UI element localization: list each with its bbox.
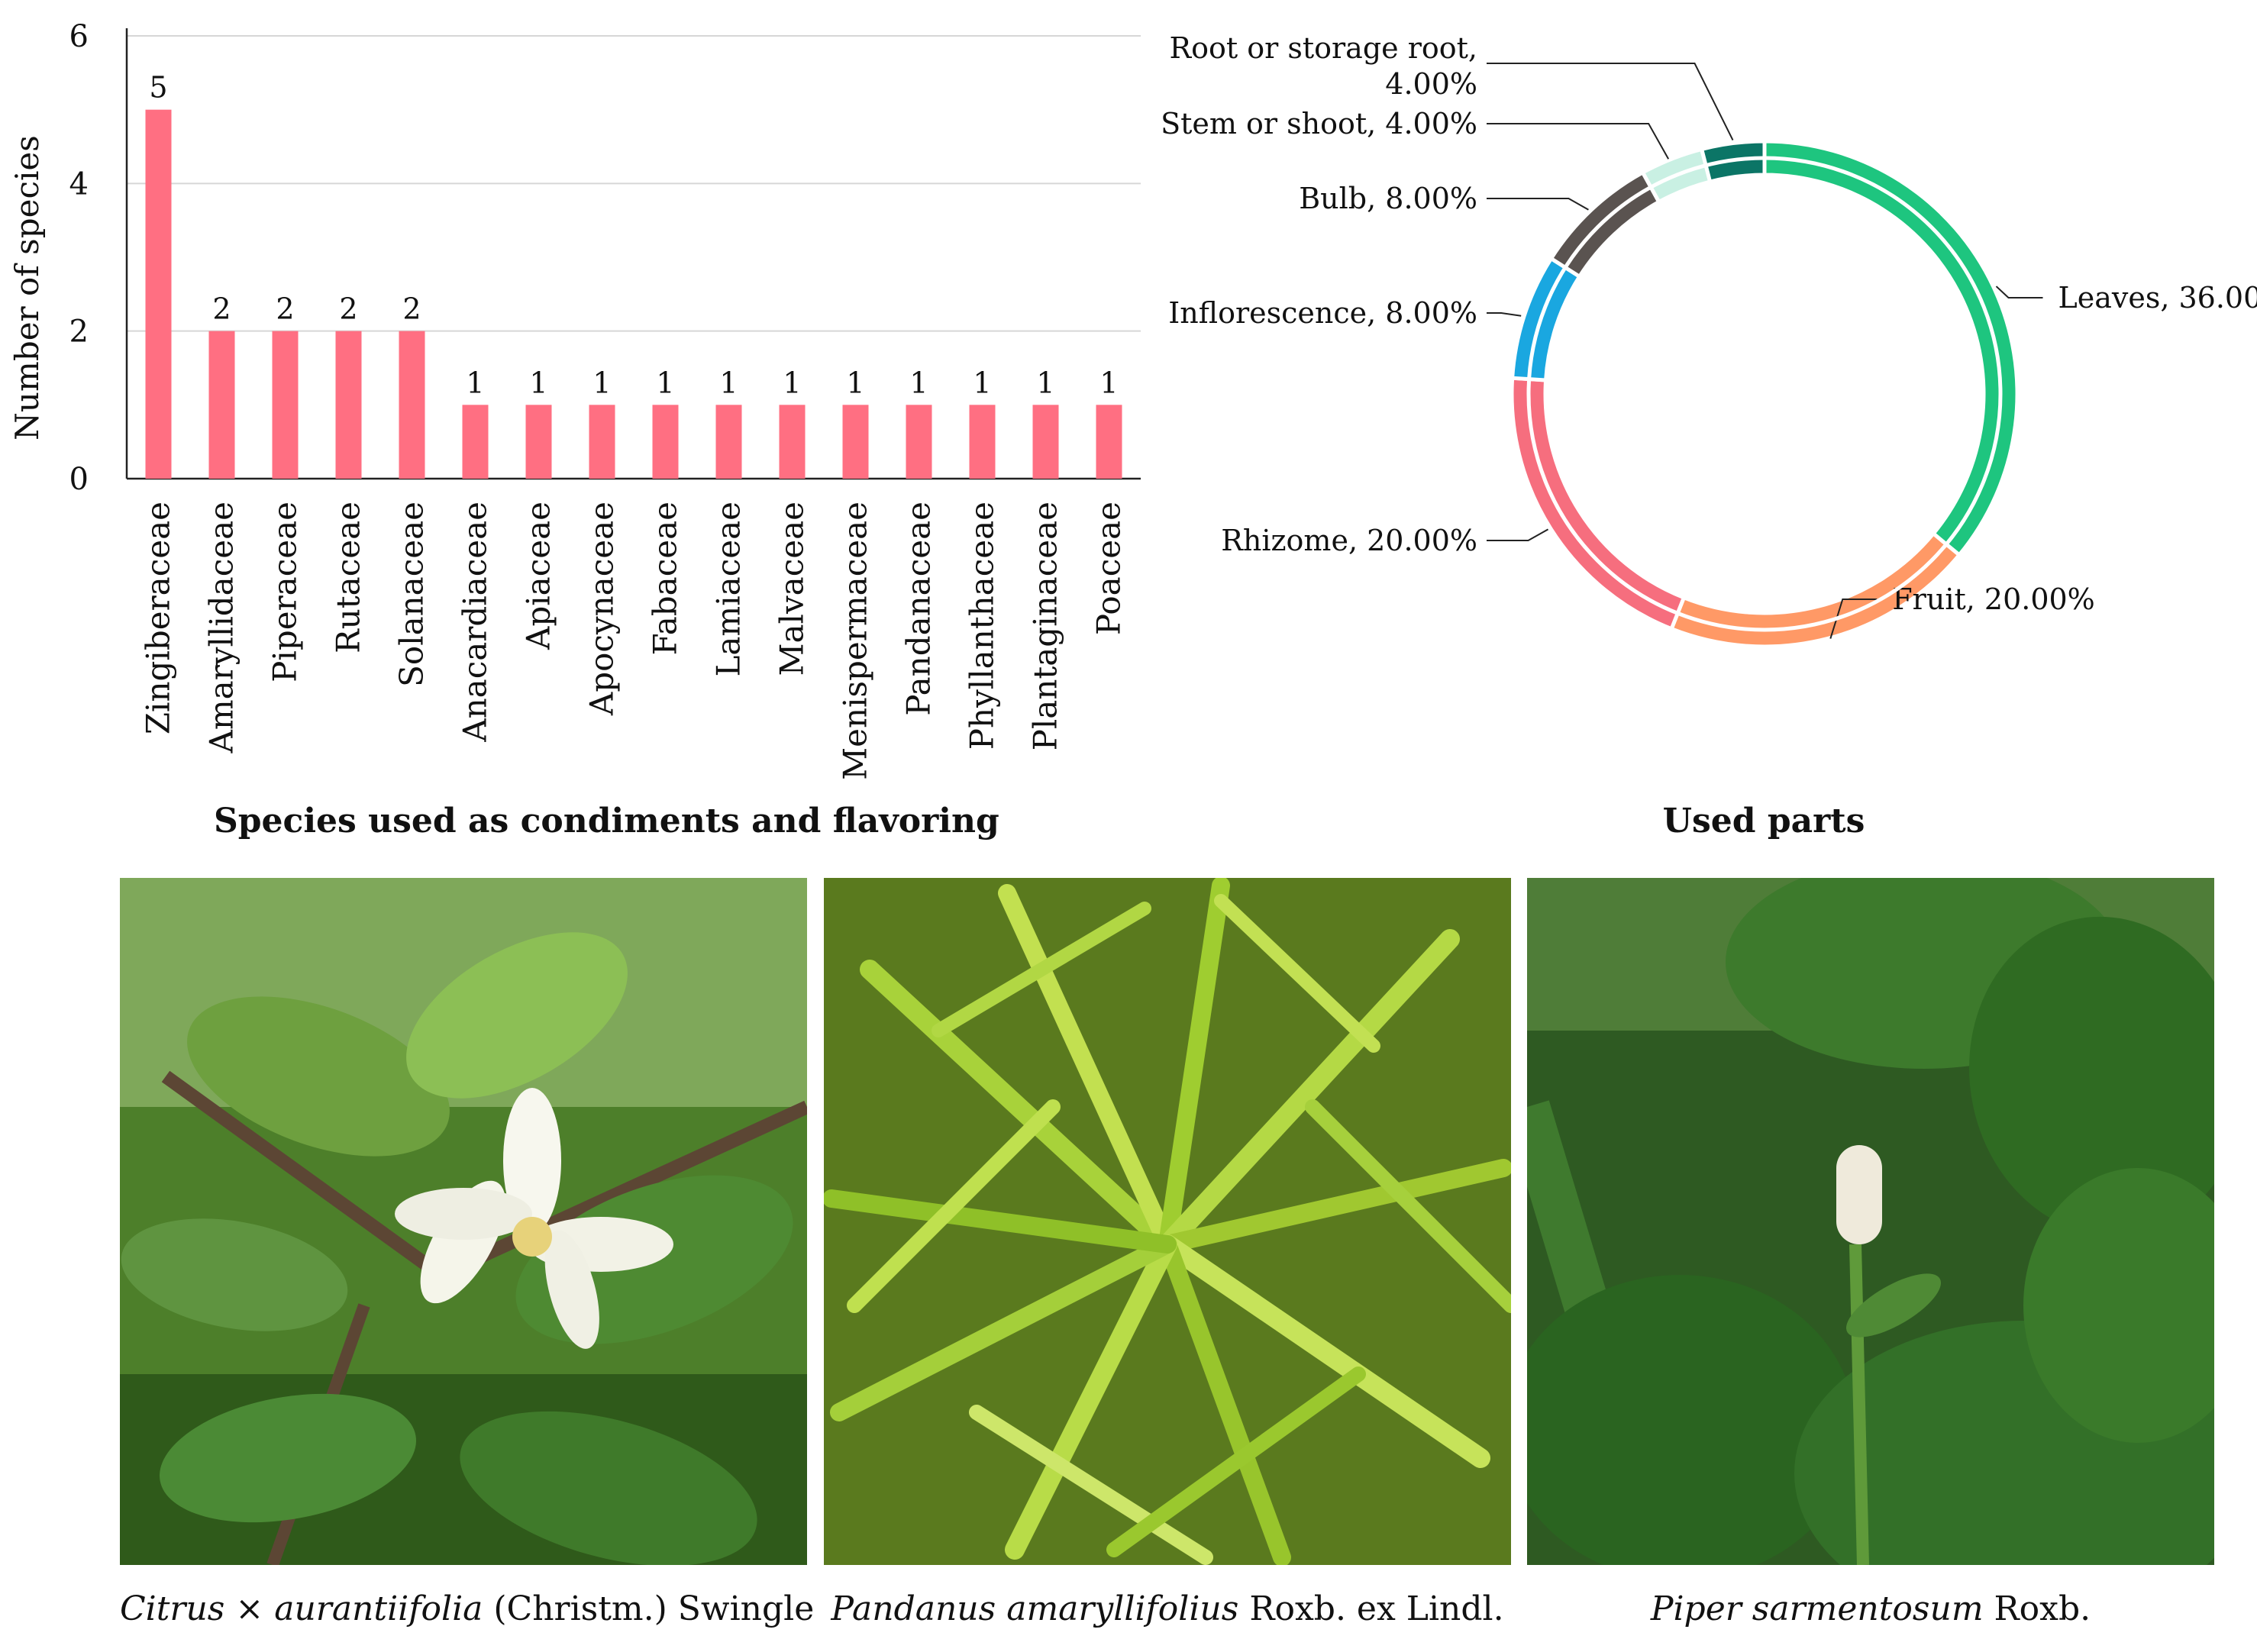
- leader-line: [1829, 599, 1878, 639]
- caption-authority: (Christm.) Swingle: [483, 1589, 815, 1628]
- donut-slice: [1640, 147, 1713, 205]
- y-tick-label: 6: [69, 19, 89, 54]
- donut-slice: [1510, 376, 1687, 632]
- bar: [906, 405, 932, 479]
- data-label: 1: [466, 366, 484, 399]
- bar: [208, 331, 235, 479]
- leader-line: [1487, 123, 1670, 160]
- photo-caption-citrus: Citrus × aurantiifolia (Christm.) Swingl…: [120, 1589, 814, 1628]
- x-tick-label: Pandanaceae: [900, 502, 938, 716]
- data-label: 1: [1036, 366, 1054, 399]
- x-tick-label: Plantaginaceae: [1027, 502, 1064, 750]
- bar: [399, 331, 425, 479]
- x-tick-label: Apocynaceae: [583, 502, 621, 716]
- slice-label: Inflorescence, 8.00%: [1168, 296, 1477, 330]
- x-tick-label: Malvaceae: [773, 502, 811, 676]
- caption-authority: Roxb. ex Lindl.: [1238, 1589, 1504, 1628]
- leader-line: [1487, 528, 1549, 541]
- photo-caption-pandanus: Pandanus amaryllifolius Roxb. ex Lindl.: [824, 1589, 1511, 1628]
- photo-pandanus: [824, 878, 1511, 1565]
- photo-citrus: [120, 878, 807, 1565]
- data-label: 1: [529, 366, 547, 399]
- slice-label: Rhizome, 20.00%: [1221, 524, 1477, 557]
- donut-slice: [1548, 169, 1662, 279]
- bar: [1032, 405, 1059, 479]
- leader-line: [1487, 198, 1589, 211]
- slice-label: Fruit, 20.00%: [1892, 582, 2094, 616]
- data-label: 2: [339, 292, 357, 326]
- bar: [272, 331, 299, 479]
- x-tick-label: Lamiaceae: [710, 502, 747, 677]
- donut-slice: [1668, 531, 1962, 649]
- photo-piper: [1527, 878, 2214, 1565]
- bar: [842, 405, 869, 479]
- x-tick-label: Apiaceae: [520, 502, 557, 650]
- leader-line: [1995, 286, 2043, 298]
- leader-line: [1487, 312, 1522, 317]
- donut-slice: [1762, 139, 2020, 558]
- x-tick-label: Amaryllidaceae: [203, 502, 241, 754]
- donut-slice: [1510, 256, 1583, 382]
- bar: [969, 405, 996, 479]
- caption-hybrid-sign: ×: [224, 1589, 275, 1628]
- bar: [145, 109, 172, 479]
- data-label: 1: [1099, 366, 1118, 399]
- leader-line: [1487, 63, 1734, 141]
- slice-label-line2: 4.00%: [1385, 67, 1477, 101]
- bar: [335, 331, 362, 479]
- x-tick-label: Piperaceae: [266, 502, 304, 682]
- bar-chart-title: Species used as condiments and flavoring: [214, 802, 999, 841]
- bar: [589, 405, 615, 479]
- data-label: 2: [402, 292, 421, 326]
- data-label: 1: [783, 366, 801, 399]
- bar: [715, 405, 742, 479]
- slice-label: Bulb, 8.00%: [1299, 182, 1477, 215]
- x-tick-label: Solanaceae: [393, 502, 431, 687]
- slice-label: Leaves, 36.00%: [2058, 281, 2257, 315]
- data-label: 1: [909, 366, 928, 399]
- x-tick-label: Poaceae: [1090, 502, 1128, 635]
- caption-epithet: aurantiifolia: [274, 1589, 483, 1628]
- caption-genus: Citrus: [120, 1589, 225, 1628]
- x-tick-label: Menispermaceae: [837, 502, 874, 780]
- photo-caption-piper: Piper sarmentosum Roxb.: [1527, 1589, 2214, 1628]
- data-label: 1: [973, 366, 991, 399]
- donut-ring-divider: [1526, 156, 2003, 632]
- y-axis-label: Number of species: [8, 135, 46, 440]
- bar: [525, 405, 552, 479]
- data-label: 5: [149, 71, 167, 105]
- x-tick-label: Fabaceae: [647, 502, 684, 656]
- x-tick-label: Phyllanthaceae: [964, 502, 1001, 750]
- bar: [652, 405, 679, 479]
- caption-species: Pandanus amaryllifolius: [831, 1589, 1239, 1628]
- y-tick-label: 0: [69, 462, 89, 497]
- slice-label: Stem or shoot, 4.00%: [1161, 107, 1477, 140]
- data-label: 1: [846, 366, 864, 399]
- bar: [1096, 405, 1122, 479]
- donut-chart-title: Used parts: [1662, 802, 1865, 841]
- data-label: 1: [719, 366, 738, 399]
- donut-slice: [1699, 139, 1767, 185]
- y-tick-label: 4: [69, 166, 89, 202]
- bar-chart: 0 2 4 6 Number of species 5 Zingiberaceae 2 Amar…: [8, 19, 1141, 780]
- data-label: 2: [212, 292, 231, 326]
- caption-authority: Roxb.: [1983, 1589, 2091, 1628]
- data-label: 2: [276, 292, 294, 326]
- x-tick-label: Rutaceae: [330, 502, 367, 653]
- x-tick-label: Anacardiaceae: [457, 502, 494, 743]
- bar: [779, 405, 806, 479]
- bar: [462, 405, 489, 479]
- x-tick-label: Zingiberaceae: [140, 502, 177, 734]
- data-label: 1: [656, 366, 674, 399]
- y-tick-label: 2: [69, 315, 89, 350]
- caption-species: Piper sarmentosum: [1650, 1589, 1984, 1628]
- data-label: 1: [593, 366, 611, 399]
- slice-label: Root or storage root,: [1170, 31, 1477, 65]
